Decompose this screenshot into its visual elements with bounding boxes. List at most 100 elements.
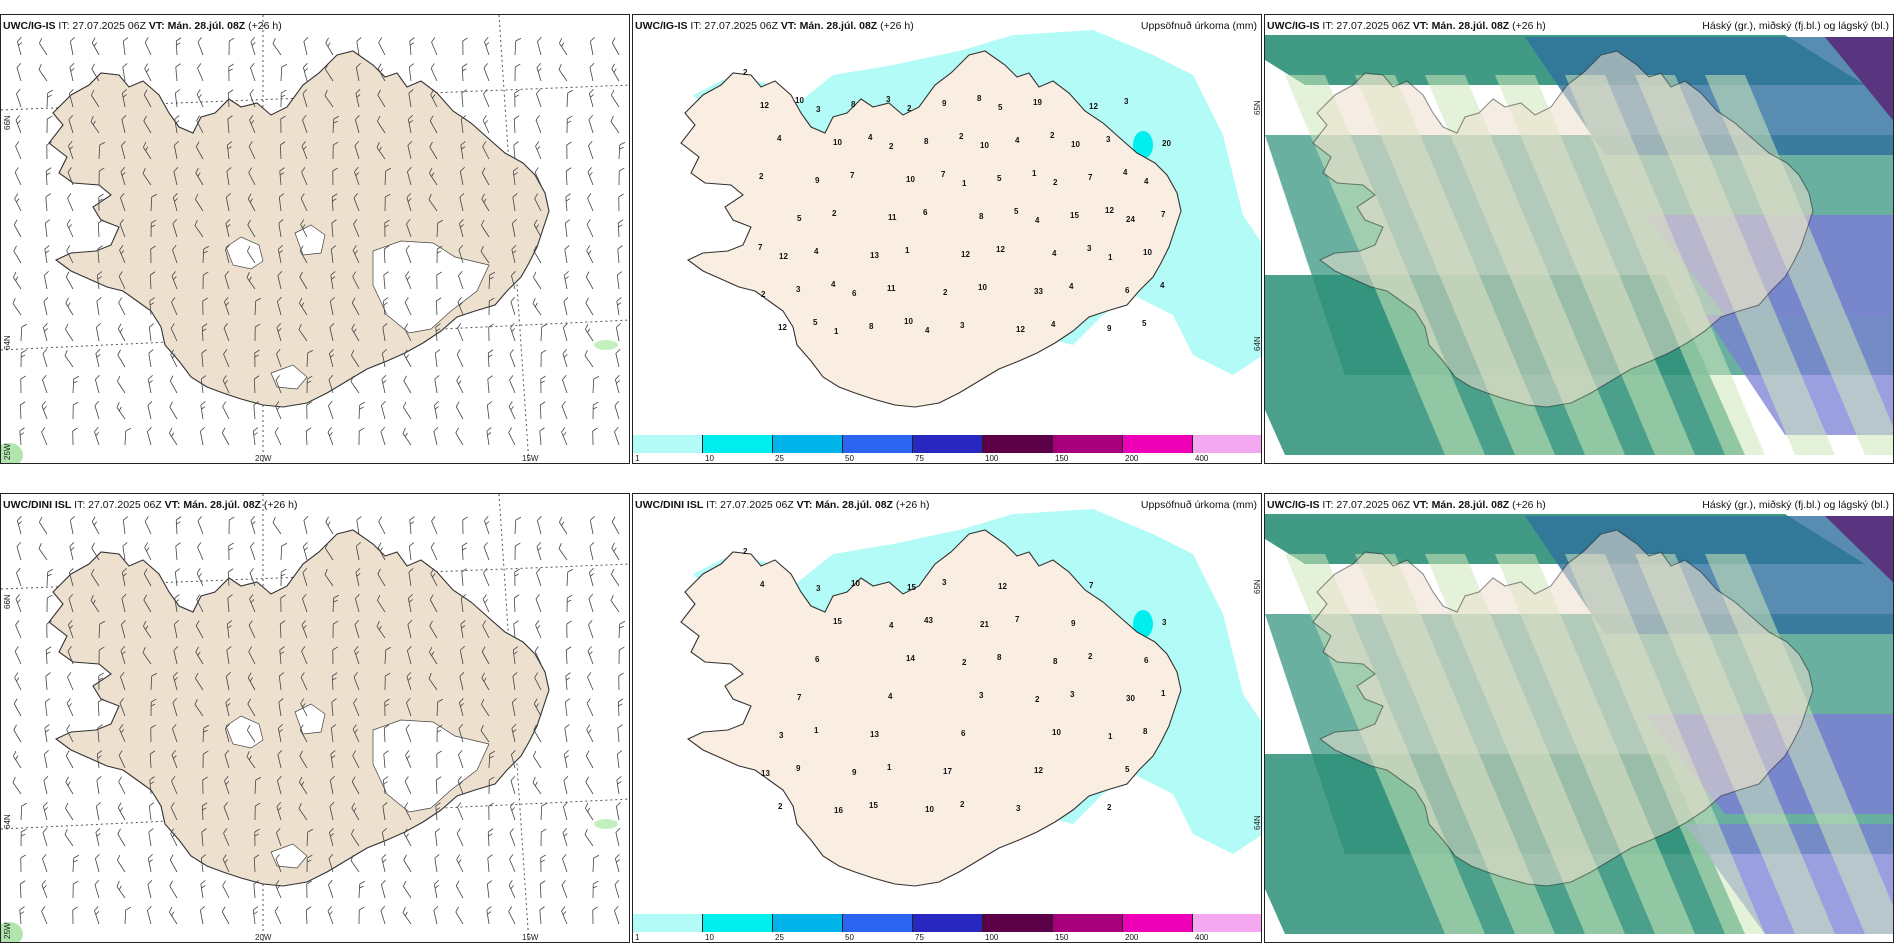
barb-staff — [510, 327, 516, 342]
wind-barb — [402, 428, 412, 446]
precip-value-label: 5 — [997, 174, 1002, 183]
barb-staff — [174, 119, 178, 134]
barb-feather — [489, 776, 495, 781]
barb-staff — [272, 43, 282, 56]
wind-barb — [382, 323, 388, 342]
barb-staff — [250, 67, 256, 82]
barb-feather — [173, 672, 178, 677]
barb-feather — [248, 755, 252, 760]
barb-staff — [118, 302, 126, 316]
barb-feather — [593, 885, 598, 889]
barb-feather — [562, 349, 568, 354]
barb-feather — [250, 37, 256, 42]
wind-barb — [20, 349, 27, 368]
barb-staff — [408, 93, 412, 108]
barb-staff — [200, 884, 204, 899]
barb-feather — [171, 911, 175, 916]
barb-staff — [511, 728, 516, 743]
wind-barb — [223, 828, 230, 847]
barb-staff — [246, 756, 256, 769]
precip-patch — [1, 922, 23, 942]
barb-feather — [585, 776, 589, 783]
wind-barb — [303, 37, 309, 56]
precip-colorbar: 1 10 25 50 75 100 150 200 400 — [633, 914, 1261, 942]
barb-feather — [509, 375, 514, 381]
barb-feather — [225, 245, 230, 250]
wind-barb — [252, 906, 259, 925]
barb-feather — [332, 677, 337, 681]
barb-staff — [120, 145, 126, 160]
barb-feather — [559, 37, 563, 44]
wind-barb — [172, 219, 178, 238]
precip-value-label: 10 — [978, 283, 987, 292]
wind-barb — [298, 324, 308, 342]
barb-feather — [223, 323, 228, 329]
barb-feather — [45, 193, 51, 198]
colorbar-swatch — [703, 435, 773, 453]
barb-feather — [47, 94, 52, 98]
barb-staff — [41, 910, 48, 925]
barb-staff — [351, 328, 360, 342]
colorbar-tick-label: 75 — [915, 933, 924, 942]
wind-barb — [458, 750, 464, 769]
wind-barb — [484, 516, 490, 535]
barb-feather — [536, 625, 541, 630]
wind-barb — [536, 516, 542, 535]
barb-staff — [562, 806, 568, 821]
barb-feather — [149, 297, 155, 302]
wind-barb — [225, 219, 231, 238]
barb-feather — [16, 677, 20, 682]
barb-staff — [227, 571, 230, 587]
barb-staff — [221, 432, 230, 446]
barb-feather — [460, 703, 465, 707]
barb-feather — [144, 516, 149, 522]
barb-feather — [618, 672, 624, 677]
wind-barb — [404, 297, 412, 316]
barb-staff — [611, 521, 620, 535]
precip-value-label: 4 — [868, 133, 873, 142]
barb-staff — [120, 171, 126, 186]
barb-staff — [45, 676, 48, 691]
barb-feather — [405, 354, 410, 359]
barb-staff — [172, 728, 178, 743]
barb-feather — [434, 406, 439, 410]
barb-feather — [513, 167, 519, 172]
wind-barb — [353, 672, 360, 691]
barb-feather — [17, 37, 22, 42]
barb-feather — [247, 193, 252, 199]
barb-feather — [586, 724, 591, 730]
barb-staff — [509, 353, 516, 368]
barb-staff — [276, 780, 282, 795]
wind-barb — [358, 880, 366, 899]
wind-barb — [194, 220, 204, 238]
barb-feather — [20, 401, 26, 406]
barb-feather — [249, 677, 254, 682]
colorbar-tick-label: 1 — [635, 933, 640, 942]
barb-staff — [513, 118, 516, 134]
wind-barb — [44, 724, 50, 743]
wind-barb — [197, 516, 204, 535]
precip-value-label: 8 — [997, 653, 1002, 662]
barb-staff — [328, 884, 334, 899]
barb-staff — [539, 404, 542, 420]
wind-barb — [144, 37, 152, 56]
barb-feather — [462, 542, 468, 547]
wind-barb — [278, 698, 284, 717]
barb-feather — [437, 219, 444, 224]
barb-feather — [564, 750, 569, 755]
wind-barb — [249, 115, 256, 134]
barb-feather — [303, 625, 307, 629]
wind-barb — [45, 646, 52, 665]
wind-barb — [408, 568, 414, 587]
barb-staff — [536, 41, 542, 56]
barb-staff — [278, 702, 282, 717]
barb-feather — [119, 698, 124, 704]
barb-staff — [456, 380, 464, 394]
barb-feather — [196, 568, 201, 574]
barb-feather — [299, 776, 303, 783]
precip-patch — [594, 340, 618, 350]
wind-barb — [512, 646, 519, 665]
wind-barb — [436, 724, 443, 743]
wind-barb — [358, 906, 365, 925]
wind-barb — [122, 516, 129, 535]
